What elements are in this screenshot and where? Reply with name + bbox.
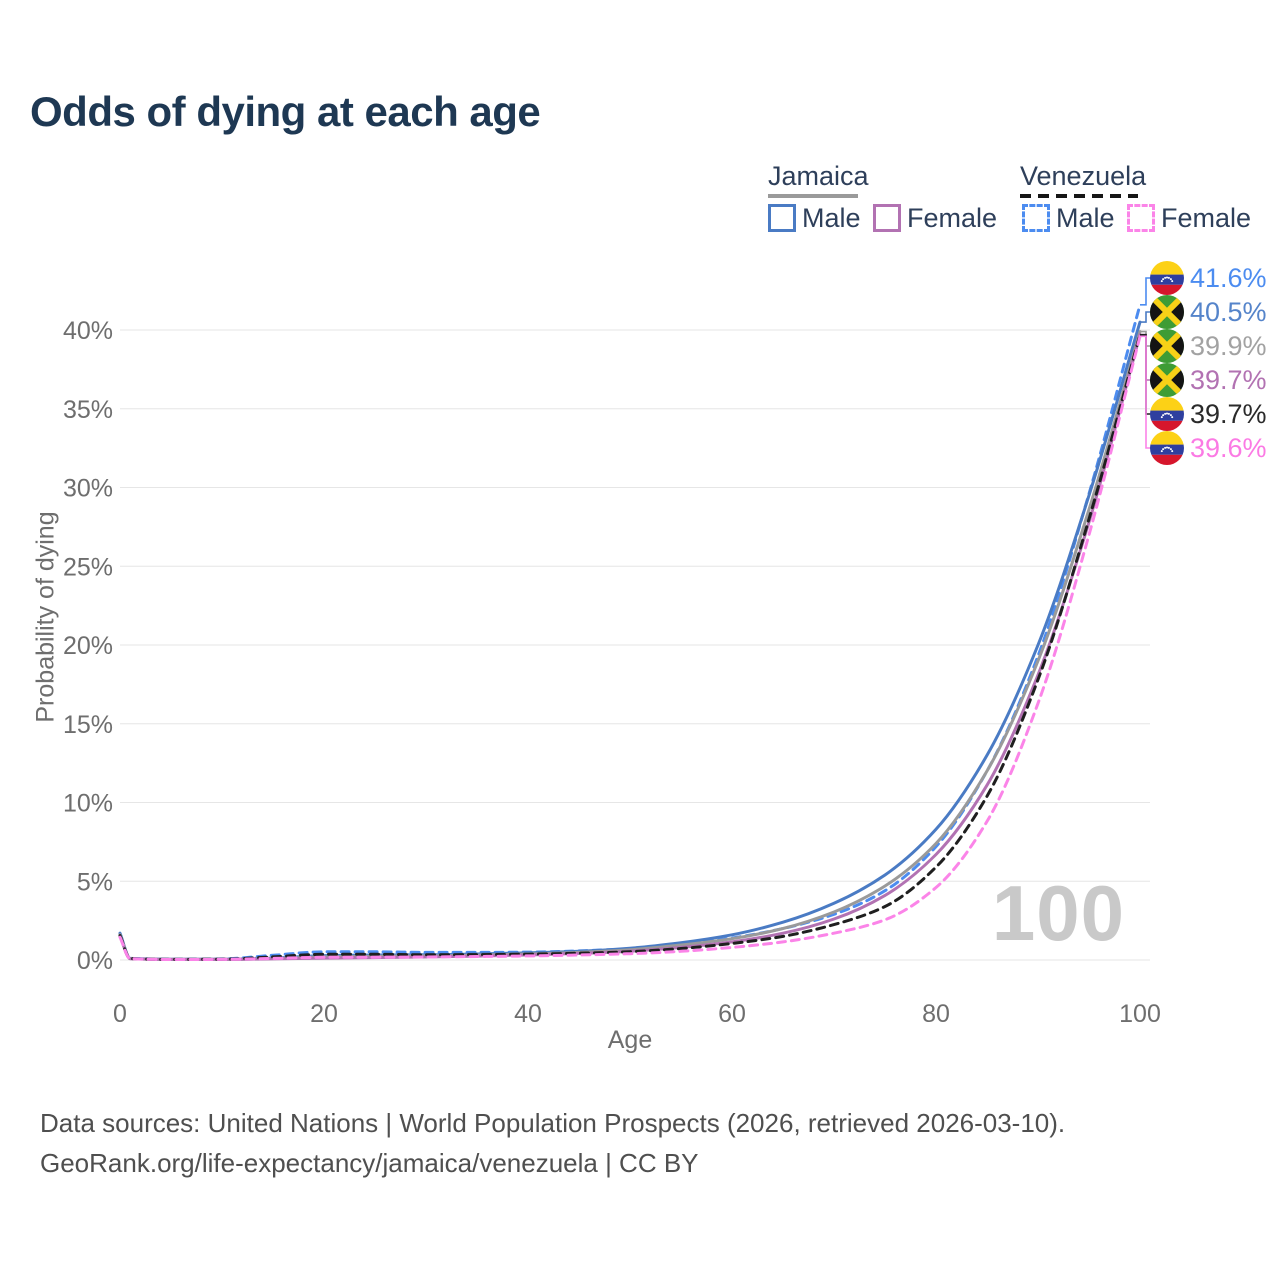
chart-canvas: 0% 5% 10% 15% 20% 25% 30% 35% 40% 0 20 40 60 80 100: [63, 277, 1161, 1028]
x-tick-label: 100: [1119, 1000, 1161, 1028]
venezuela-flag-icon: [1150, 431, 1184, 465]
legend-label-venezuela-male[interactable]: Male: [1056, 203, 1115, 233]
legend-label-jamaica-male[interactable]: Male: [802, 203, 861, 233]
series-line-venezuela-female: [118, 334, 1142, 961]
jamaica-flag-icon: [1150, 295, 1184, 329]
series-line-jamaica-female: [118, 333, 1142, 961]
end-value-venezuela-both: 39.7%: [1190, 399, 1267, 429]
end-value-jamaica-male: 40.5%: [1190, 297, 1267, 327]
x-tick-label: 0: [113, 1000, 127, 1028]
x-tick-label: 40: [514, 1000, 542, 1028]
y-axis-title: Probability of dying: [31, 511, 60, 723]
end-value-jamaica-both: 39.9%: [1190, 331, 1267, 361]
x-tick-label: 80: [922, 1000, 950, 1028]
y-tick-label: 20%: [63, 632, 113, 660]
y-tick-label: 25%: [63, 553, 113, 581]
y-tick-label: 15%: [63, 711, 113, 739]
y-tick-label: 30%: [63, 475, 113, 503]
y-tick-label: 0%: [77, 947, 113, 975]
legend-swatch-venezuela-female[interactable]: [1127, 204, 1155, 232]
jamaica-flag-icon: [1150, 363, 1184, 397]
legend-label-venezuela-female[interactable]: Female: [1161, 203, 1252, 233]
y-tick-label: 5%: [77, 868, 113, 896]
venezuela-flag-icon: [1150, 397, 1184, 431]
series-line-jamaica-male: [118, 320, 1142, 961]
jamaica-flag-icon: [1150, 329, 1184, 363]
venezuela-line-style-swatch: [1020, 194, 1138, 198]
x-tick-label: 20: [310, 1000, 338, 1028]
venezuela-flag-icon: [1150, 261, 1184, 295]
jamaica-line-style-swatch: [768, 194, 858, 198]
series-line-venezuela-both: [118, 333, 1142, 961]
data-sources-text: Data sources: United Nations | World Pop…: [40, 1108, 1066, 1138]
legend-group-jamaica-title[interactable]: Jamaica: [768, 161, 869, 191]
legend-swatch-jamaica-female[interactable]: [873, 204, 901, 232]
end-value-venezuela-male: 41.6%: [1190, 263, 1267, 293]
series-line-venezuela-male: [118, 303, 1142, 961]
y-tick-label: 35%: [63, 396, 113, 424]
y-tick-label: 40%: [63, 317, 113, 345]
x-axis-title: Age: [607, 1026, 653, 1054]
legend-label-jamaica-female[interactable]: Female: [907, 203, 998, 233]
legend-swatch-venezuela-male[interactable]: [1022, 204, 1050, 232]
y-tick-label: 10%: [63, 790, 113, 818]
legend-swatch-jamaica-male[interactable]: [768, 204, 796, 232]
end-value-venezuela-female: 39.6%: [1190, 433, 1267, 463]
page-title: Odds of dying at each age: [30, 88, 541, 135]
end-value-jamaica-female: 39.7%: [1190, 365, 1267, 395]
attribution-link-text: GeoRank.org/life-expectancy/jamaica/vene…: [40, 1148, 699, 1178]
x-tick-label: 60: [718, 1000, 746, 1028]
age-frame-marker: 100: [991, 869, 1125, 957]
legend-group-venezuela-title[interactable]: Venezuela: [1020, 161, 1147, 191]
